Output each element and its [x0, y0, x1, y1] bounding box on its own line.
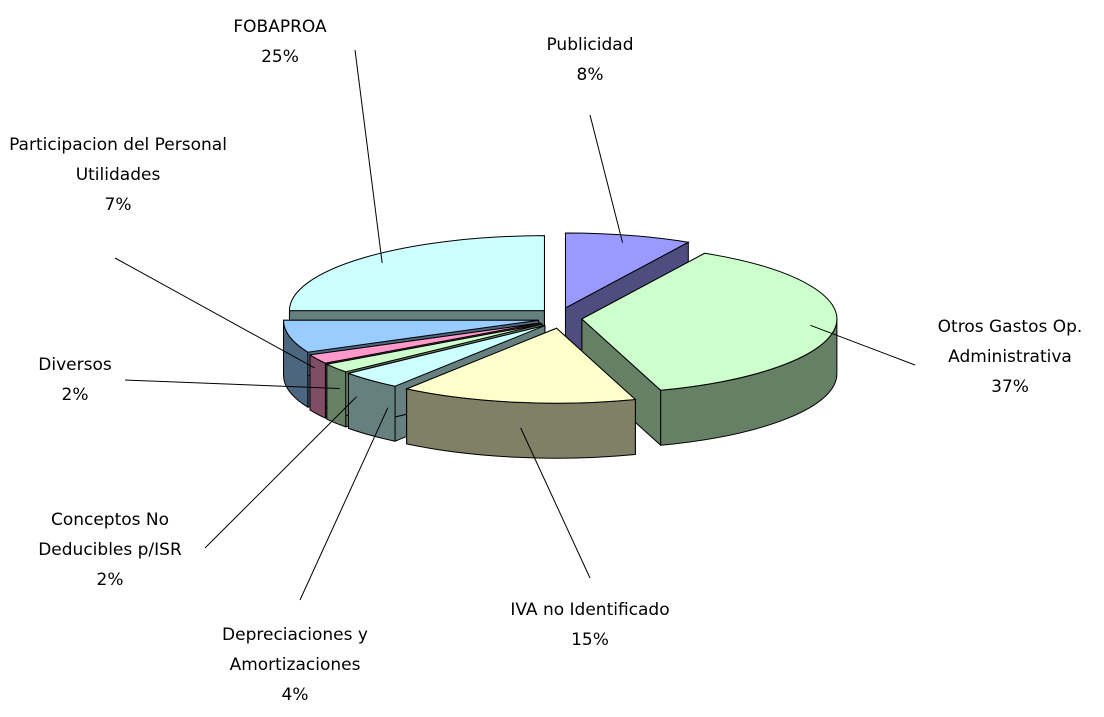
category-name: FOBAPROA: [233, 17, 327, 37]
category-name: Participacion del Personal Utilidades: [9, 135, 227, 185]
leader-line: [354, 49, 383, 264]
pie-slice: [308, 322, 541, 364]
leader-line: [114, 257, 315, 369]
slice-label: Conceptos No Deducibles p/ISR 2%: [10, 505, 210, 595]
leader-line: [520, 427, 591, 579]
percent-label: 7%: [104, 195, 132, 215]
slice-tops: [283, 232, 838, 404]
category-name: Otros Gastos Op. Administrativa: [937, 317, 1083, 367]
slice-label: Depreciaciones y Amortizaciones 4%: [195, 620, 395, 710]
percent-label: 37%: [991, 377, 1029, 397]
category-name: Publicidad: [546, 35, 634, 55]
percent-label: 4%: [281, 685, 309, 705]
leader-line: [589, 114, 624, 243]
category-name: Diversos: [38, 355, 112, 375]
percent-label: 8%: [576, 65, 604, 85]
slice-wall: [309, 354, 326, 419]
leader-line: [810, 324, 916, 366]
slice-label: FOBAPROA 25%: [180, 12, 380, 72]
pie-slice: [346, 325, 546, 387]
leader-line: [124, 379, 340, 390]
percent-label: 15%: [571, 630, 609, 650]
pie-slice: [404, 327, 637, 404]
slice-label: IVA no Identificado 15%: [460, 595, 720, 655]
slice-label: Publicidad 8%: [490, 30, 690, 90]
percent-label: 25%: [261, 47, 299, 67]
leader-line: [204, 396, 357, 549]
slice-label: Participacion del Personal Utilidades 7%: [3, 130, 233, 220]
pie-slice: [564, 232, 690, 309]
pie-slice: [283, 319, 539, 353]
category-name: IVA no Identificado: [510, 600, 670, 620]
pie-slice: [581, 252, 838, 391]
slice-label: Otros Gastos Op. Administrativa 37%: [910, 312, 1104, 402]
pie-slice: [325, 323, 543, 373]
category-name: Depreciaciones y Amortizaciones: [222, 625, 368, 675]
category-name: Conceptos No Deducibles p/ISR: [38, 510, 182, 560]
slice-label: Diversos 2%: [15, 350, 135, 410]
percent-label: 2%: [96, 570, 124, 590]
leader-lines: [114, 49, 916, 601]
percent-label: 2%: [61, 385, 89, 405]
pie-slice: [288, 235, 545, 312]
leader-line: [299, 407, 389, 601]
